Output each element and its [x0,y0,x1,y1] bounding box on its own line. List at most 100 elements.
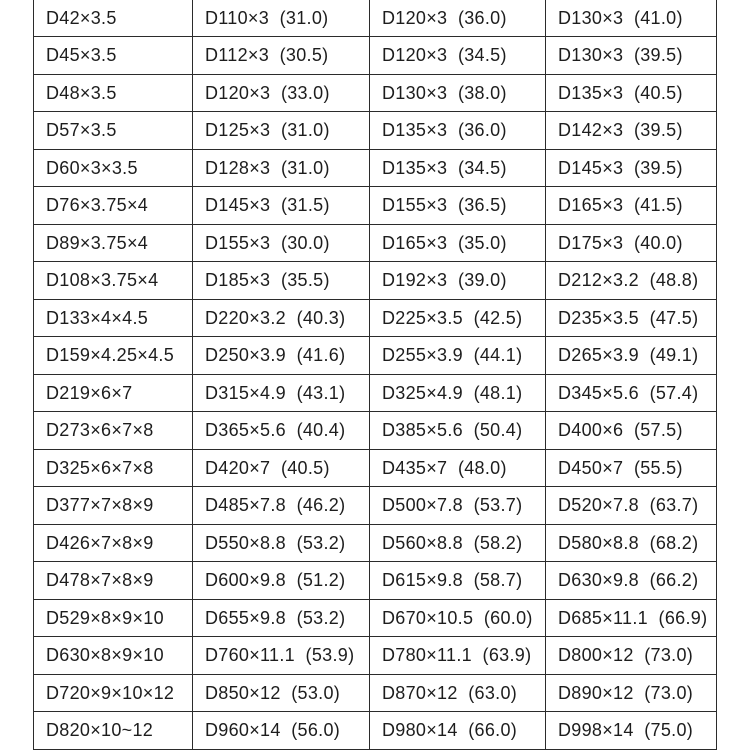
table-cell: D142×3 (39.5) [545,111,717,150]
table-body: D42×3.5 D110×3 (31.0) D120×3 (36.0) D130×3 … [33,0,717,750]
table-row: D219×6×7 D315×4.9 (43.1) D325×4.9 (48.1) D3… [33,373,717,412]
table-cell: D112×3 (30.5) [192,36,370,75]
table-cell: D325×6×7×8 [33,448,193,487]
table-cell: D108×3.75×4 [33,261,193,300]
table-row: D426×7×8×9 D550×8.8 (53.2) D560×8.8 (58.2)… [33,523,717,562]
table-cell: D255×3.9 (44.1) [369,336,546,375]
table-cell: D42×3.5 [33,0,193,37]
table-cell: D630×8×9×10 [33,636,193,675]
table-cell: D520×7.8 (63.7) [545,486,717,525]
table-cell: D48×3.5 [33,73,193,112]
table-row: D720×9×10×12 D850×12 (53.0) D870×12 (63.0)… [33,673,717,712]
table-cell: D560×8.8 (58.2) [369,523,546,562]
table-row: D133×4×4.5 D220×3.2 (40.3) D225×3.5 (42.5)… [33,298,717,337]
table-cell: D615×9.8 (58.7) [369,561,546,600]
table-cell: D960×14 (56.0) [192,711,370,750]
table-cell: D225×3.5 (42.5) [369,298,546,337]
table-cell: D580×8.8 (68.2) [545,523,717,562]
table-cell: D125×3 (31.0) [192,111,370,150]
table-row: D42×3.5 D110×3 (31.0) D120×3 (36.0) D130×3 … [33,0,717,37]
table-row: D57×3.5 D125×3 (31.0) D135×3 (36.0) D142×3 … [33,111,717,150]
table-cell: D400×6 (57.5) [545,411,717,450]
table-cell: D420×7 (40.5) [192,448,370,487]
table-cell: D820×10~12 [33,711,193,750]
table-cell: D110×3 (31.0) [192,0,370,37]
table-cell: D670×10.5 (60.0) [369,598,546,637]
table-cell: D130×3 (38.0) [369,73,546,112]
table-cell: D155×3 (30.0) [192,223,370,262]
table-cell: D250×3.9 (41.6) [192,336,370,375]
table-cell: D145×3 (31.5) [192,186,370,225]
table-cell: D315×4.9 (43.1) [192,373,370,412]
table-cell: D212×3.2 (48.8) [545,261,717,300]
table-cell: D800×12 (73.0) [545,636,717,675]
table-cell: D385×5.6 (50.4) [369,411,546,450]
table-row: D273×6×7×8 D365×5.6 (40.4) D385×5.6 (50.4)… [33,411,717,450]
table-cell: D377×7×8×9 [33,486,193,525]
table-cell: D175×3 (40.0) [545,223,717,262]
table-cell: D890×12 (73.0) [545,673,717,712]
table-cell: D600×9.8 (51.2) [192,561,370,600]
table-cell: D165×3 (35.0) [369,223,546,262]
table-cell: D998×14 (75.0) [545,711,717,750]
table-cell: D870×12 (63.0) [369,673,546,712]
table-cell: D45×3.5 [33,36,193,75]
table-cell: D120×3 (36.0) [369,0,546,37]
table-cell: D155×3 (36.5) [369,186,546,225]
table-cell: D145×3 (39.5) [545,148,717,187]
table-cell: D720×9×10×12 [33,673,193,712]
table-cell: D345×5.6 (57.4) [545,373,717,412]
table-cell: D192×3 (39.0) [369,261,546,300]
table-row: D45×3.5 D112×3 (30.5) D120×3 (34.5) D130×3 … [33,36,717,75]
table-cell: D133×4×4.5 [33,298,193,337]
table-cell: D60×3×3.5 [33,148,193,187]
table-cell: D165×3 (41.5) [545,186,717,225]
table-cell: D655×9.8 (53.2) [192,598,370,637]
table-cell: D120×3 (33.0) [192,73,370,112]
table-row: D377×7×8×9 D485×7.8 (46.2) D500×7.8 (53.7)… [33,486,717,525]
table-row: D820×10~12 D960×14 (56.0) D980×14 (66.0) D9… [33,711,717,750]
table-row: D89×3.75×4 D155×3 (30.0) D165×3 (35.0) D175… [33,223,717,262]
table-cell: D57×3.5 [33,111,193,150]
table-row: D76×3.75×4 D145×3 (31.5) D155×3 (36.5) D165… [33,186,717,225]
table-cell: D130×3 (39.5) [545,36,717,75]
table-cell: D850×12 (53.0) [192,673,370,712]
table-cell: D235×3.5 (47.5) [545,298,717,337]
table-row: D159×4.25×4.5 D250×3.9 (41.6) D255×3.9 (44… [33,336,717,375]
table-cell: D760×11.1 (53.9) [192,636,370,675]
table-cell: D450×7 (55.5) [545,448,717,487]
table-row: D325×6×7×8 D420×7 (40.5) D435×7 (48.0) D450… [33,448,717,487]
table-row: D60×3×3.5 D128×3 (31.0) D135×3 (34.5) D145×… [33,148,717,187]
table-row: D108×3.75×4 D185×3 (35.5) D192×3 (39.0) D21… [33,261,717,300]
pipe-spec-table: D42×3.5 D110×3 (31.0) D120×3 (36.0) D130×3 … [33,0,717,750]
table-cell: D478×7×8×9 [33,561,193,600]
table-cell: D685×11.1 (66.9) [545,598,717,637]
table-cell: D185×3 (35.5) [192,261,370,300]
table-cell: D220×3.2 (40.3) [192,298,370,337]
table-cell: D89×3.75×4 [33,223,193,262]
table-row: D478×7×8×9 D600×9.8 (51.2) D615×9.8 (58.7)… [33,561,717,600]
table-cell: D435×7 (48.0) [369,448,546,487]
table-row: D630×8×9×10 D760×11.1 (53.9) D780×11.1 (63… [33,636,717,675]
table-cell: D128×3 (31.0) [192,148,370,187]
table-cell: D500×7.8 (53.7) [369,486,546,525]
table-cell: D130×3 (41.0) [545,0,717,37]
table-cell: D120×3 (34.5) [369,36,546,75]
table-cell: D135×3 (34.5) [369,148,546,187]
table-cell: D265×3.9 (49.1) [545,336,717,375]
table-cell: D159×4.25×4.5 [33,336,193,375]
table-cell: D485×7.8 (46.2) [192,486,370,525]
table-cell: D780×11.1 (63.9) [369,636,546,675]
table-cell: D325×4.9 (48.1) [369,373,546,412]
table-cell: D365×5.6 (40.4) [192,411,370,450]
table-cell: D135×3 (36.0) [369,111,546,150]
table-cell: D273×6×7×8 [33,411,193,450]
table-cell: D76×3.75×4 [33,186,193,225]
table-cell: D529×8×9×10 [33,598,193,637]
table-cell: D630×9.8 (66.2) [545,561,717,600]
table-cell: D550×8.8 (53.2) [192,523,370,562]
table-cell: D135×3 (40.5) [545,73,717,112]
table-row: D48×3.5 D120×3 (33.0) D130×3 (38.0) D135×3 … [33,73,717,112]
table-cell: D219×6×7 [33,373,193,412]
table-row: D529×8×9×10 D655×9.8 (53.2) D670×10.5 (60.… [33,598,717,637]
